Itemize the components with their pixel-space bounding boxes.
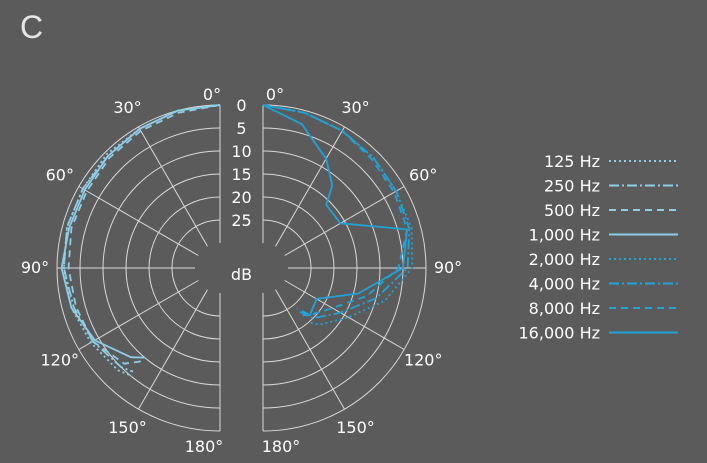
radial-tick-0: 0 <box>236 96 246 115</box>
left-spoke-30 <box>138 126 208 247</box>
right-angle-label-0: 0° <box>266 85 284 104</box>
right-angle-label-150: 150° <box>336 418 375 437</box>
right-series-1 <box>262 104 411 320</box>
radial-tick-10: 10 <box>231 142 251 161</box>
left-angle-label-90: 90° <box>21 258 49 277</box>
left-angle-label-180: 180° <box>185 437 224 456</box>
left-angle-label-150: 150° <box>108 418 147 437</box>
panel-label: C <box>20 9 43 45</box>
legend-label-1: 250 Hz <box>544 177 600 196</box>
right-angle-label-90: 90° <box>434 258 462 277</box>
right-series-2 <box>262 104 408 316</box>
right-spoke-150 <box>275 289 345 410</box>
radial-tick-25: 25 <box>231 211 251 230</box>
label-layer: 0° 0° 30° 30° 60° 60° 90° 90° 120° 120° 150° 150° 18… <box>21 85 462 456</box>
series-layer <box>60 104 414 377</box>
legend-label-2: 500 Hz <box>544 201 600 220</box>
legend-label-7: 16,000 Hz <box>519 324 601 343</box>
left-series-2 <box>67 104 221 365</box>
right-angle-label-30: 30° <box>341 98 369 117</box>
left-spoke-60 <box>78 186 199 256</box>
right-series-3 <box>262 104 408 317</box>
legend-label-6: 8,000 Hz <box>529 299 600 318</box>
grid <box>56 104 427 432</box>
right-angle-label-180: 180° <box>262 437 301 456</box>
left-series-1 <box>63 104 221 373</box>
left-angle-label-120: 120° <box>41 351 80 370</box>
left-series-3 <box>60 104 221 359</box>
legend: 125 Hz 250 Hz 500 Hz 1,000 Hz 2,000 Hz 4,000 … <box>519 152 678 343</box>
right-angle-label-120: 120° <box>404 351 443 370</box>
left-angle-label-60: 60° <box>46 166 74 185</box>
left-spoke-120 <box>78 280 199 350</box>
right-angle-label-60: 60° <box>409 166 437 185</box>
right-series-0 <box>262 104 414 326</box>
legend-label-3: 1,000 Hz <box>529 226 600 245</box>
legend-label-4: 2,000 Hz <box>529 250 600 269</box>
right-spoke-60 <box>284 186 405 256</box>
legend-label-5: 4,000 Hz <box>529 275 600 294</box>
left-angle-label-0: 0° <box>203 85 221 104</box>
legend-label-0: 125 Hz <box>544 152 600 171</box>
radial-tick-15: 15 <box>231 165 251 184</box>
radial-unit-label: dB <box>231 265 252 284</box>
left-spoke-150 <box>138 289 208 410</box>
right-spoke-30 <box>275 126 345 247</box>
left-angle-label-30: 30° <box>113 98 141 117</box>
left-series-0 <box>63 104 221 377</box>
radial-tick-5: 5 <box>236 119 246 138</box>
right-spoke-120 <box>284 280 405 350</box>
radial-tick-20: 20 <box>231 188 251 207</box>
